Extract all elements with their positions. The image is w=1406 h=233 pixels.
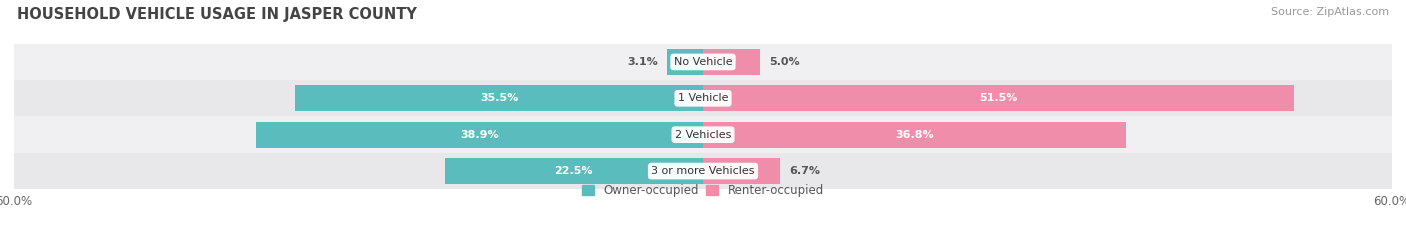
Text: 2 Vehicles: 2 Vehicles [675, 130, 731, 140]
Bar [668, 49, 703, 75]
Text: No Vehicle: No Vehicle [673, 57, 733, 67]
Text: 22.5%: 22.5% [554, 166, 593, 176]
Text: Source: ZipAtlas.com: Source: ZipAtlas.com [1271, 7, 1389, 17]
Bar [14, 153, 1392, 189]
Legend: Owner-occupied, Renter-occupied: Owner-occupied, Renter-occupied [582, 184, 824, 197]
Text: 38.9%: 38.9% [460, 130, 499, 140]
Text: 3 or more Vehicles: 3 or more Vehicles [651, 166, 755, 176]
Bar [14, 80, 1392, 116]
Bar [703, 158, 780, 184]
Text: 35.5%: 35.5% [479, 93, 519, 103]
Text: 1 Vehicle: 1 Vehicle [678, 93, 728, 103]
Text: 6.7%: 6.7% [789, 166, 820, 176]
Bar [256, 122, 703, 148]
Bar [703, 85, 1295, 111]
Bar [295, 85, 703, 111]
Bar [444, 158, 703, 184]
Text: 36.8%: 36.8% [896, 130, 934, 140]
Text: HOUSEHOLD VEHICLE USAGE IN JASPER COUNTY: HOUSEHOLD VEHICLE USAGE IN JASPER COUNTY [17, 7, 416, 22]
Bar [703, 122, 1126, 148]
Bar [14, 116, 1392, 153]
Text: 51.5%: 51.5% [980, 93, 1018, 103]
Bar [14, 44, 1392, 80]
Text: 3.1%: 3.1% [627, 57, 658, 67]
Bar [703, 49, 761, 75]
Text: 5.0%: 5.0% [769, 57, 800, 67]
